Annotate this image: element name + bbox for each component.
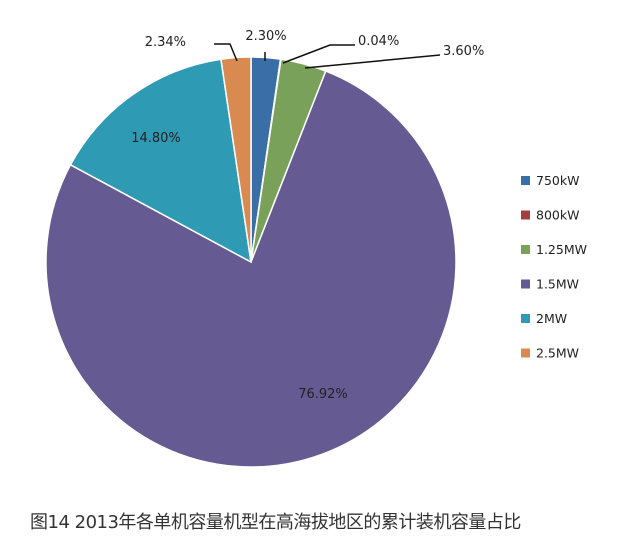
legend-swatch: [521, 176, 530, 185]
leader-line: [214, 43, 238, 62]
data-label: 2.30%: [245, 29, 286, 44]
legend-label: 2MW: [536, 311, 567, 326]
pie-slice-1.5MW: [45, 70, 457, 468]
data-label: 2.34%: [145, 35, 186, 50]
data-label: 76.92%: [298, 387, 348, 402]
legend-label: 2.5MW: [536, 346, 579, 361]
legend-swatch: [521, 210, 530, 220]
leader-line: [282, 44, 355, 64]
legend-label: 1.25MW: [536, 242, 587, 257]
chart-title: 图14 2013年各单机容量机型在高海拔地区的累计装机容量占比: [30, 512, 521, 533]
legend-swatch: [521, 314, 530, 323]
legend-swatch: [521, 279, 530, 289]
legend-swatch: [521, 348, 530, 358]
data-label: 0.04%: [358, 34, 399, 49]
data-label: 3.60%: [443, 44, 484, 59]
pie-slice-2MW: [69, 58, 252, 264]
legend-label: 800kW: [536, 208, 579, 223]
leader-line: [304, 54, 441, 69]
legend-label: 750kW: [536, 173, 579, 188]
data-label: 14.80%: [131, 131, 181, 146]
legend-label: 1.5MW: [536, 277, 579, 292]
legend-swatch: [521, 245, 530, 254]
